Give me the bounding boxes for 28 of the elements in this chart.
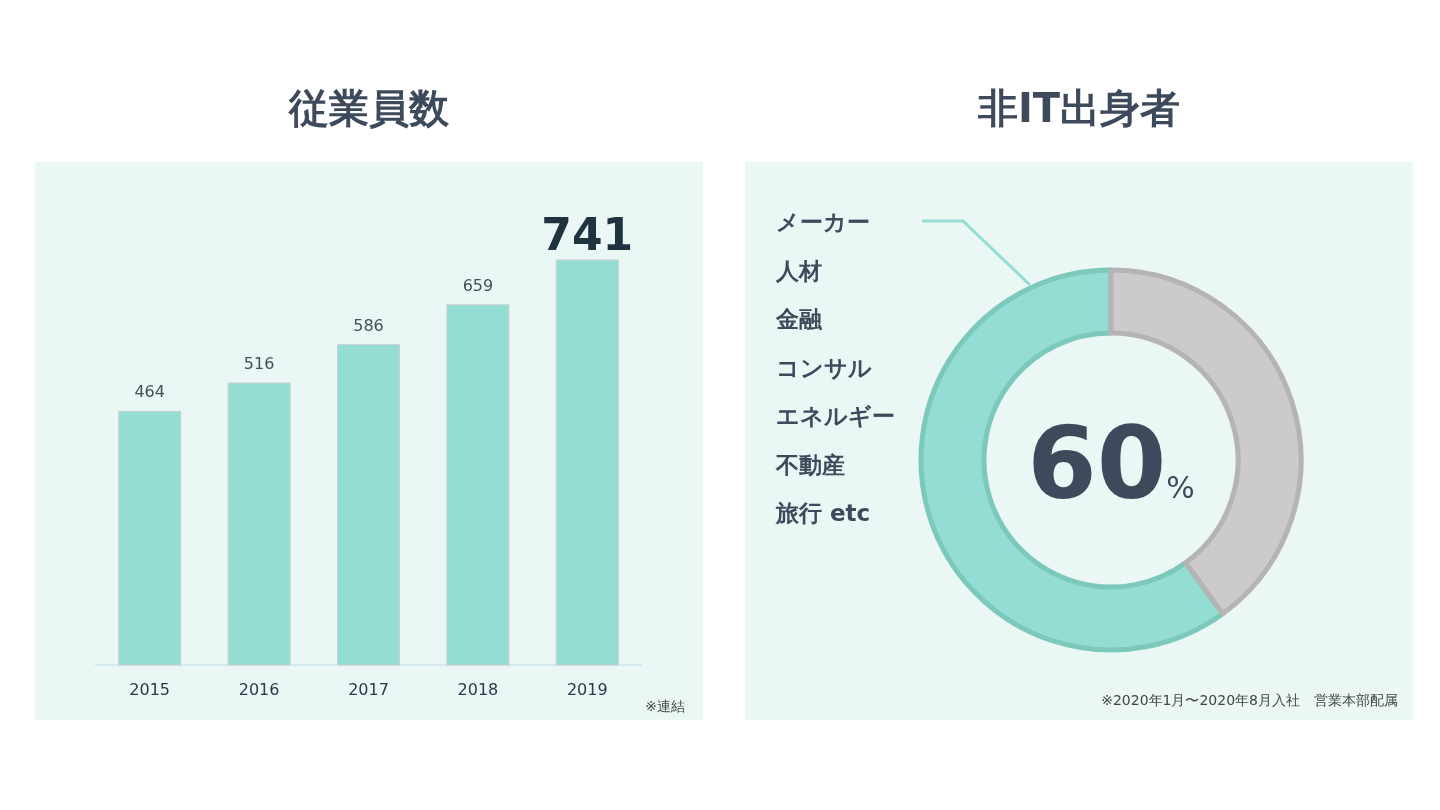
data-label: 586 [353,315,384,335]
donut-slice [918,267,1226,653]
chart-title: 従業員数 [288,85,450,131]
data-label: 659 [462,275,494,295]
data-label: 60% [1027,405,1195,522]
data-label: 516 [243,353,275,373]
text: ※2020年1月〜2020年8月入社 営業本部配属 [1101,692,1398,708]
text: 人材 [775,257,822,284]
data-label: 464 [134,382,165,402]
x-tick-label: 2018 [457,680,499,699]
bar [227,382,291,666]
text: エネルギー [776,403,895,429]
x-tick-label: 2017 [348,680,389,699]
bar [555,259,619,666]
text: ※連結 [645,698,685,714]
text: 金融 [775,306,823,332]
bar [337,344,400,666]
bar [118,410,182,666]
x-tick-label: 2016 [238,680,280,699]
x-tick-label: 2015 [129,680,171,699]
data-label: 741 [541,209,634,260]
x-tick-label: 2019 [566,680,608,699]
text: 不動産 [775,451,845,478]
text: メーカー [776,209,870,235]
text: コンサル [776,354,872,381]
chart-title: 非IT出身者 [976,85,1181,131]
bar [446,304,510,666]
text: 旅行 etc [775,500,871,526]
